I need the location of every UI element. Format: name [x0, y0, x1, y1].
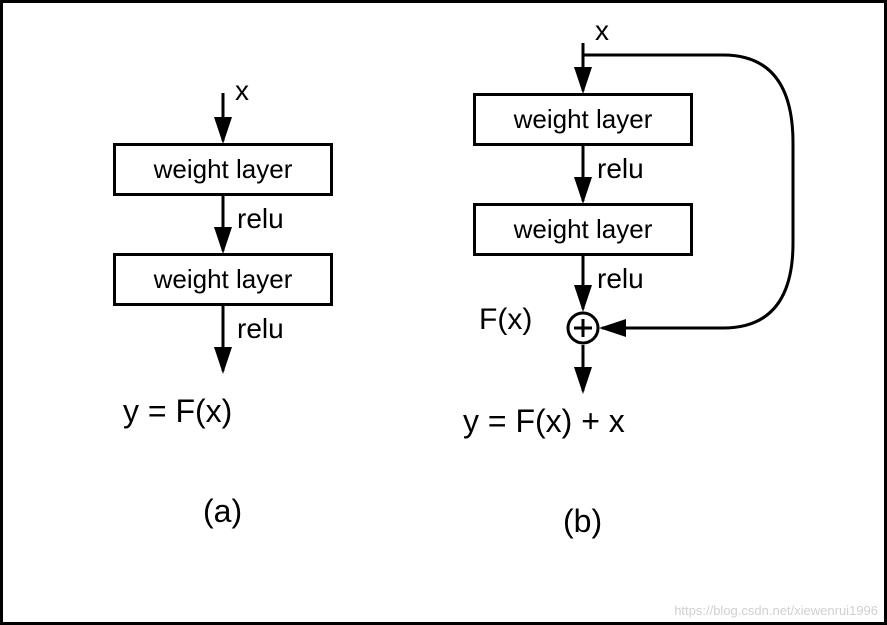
subfig-label-b: (b) — [563, 503, 602, 540]
relu-label-2: relu — [597, 263, 644, 295]
diagram-a: x weight layer relu weight layer relu y … — [43, 63, 403, 583]
diagram-b: x weight layer relu weight layer relu F(… — [423, 13, 863, 603]
relu-label-2: relu — [237, 313, 284, 345]
weight-layer-1: weight layer — [473, 93, 693, 146]
subfig-label-a: (a) — [203, 493, 242, 530]
weight-layer-1: weight layer — [113, 143, 333, 196]
watermark: https://blog.csdn.net/xiewenrui1996 — [674, 603, 878, 618]
input-x-label: x — [235, 75, 249, 107]
input-x-label: x — [595, 15, 609, 47]
relu-label-1: relu — [597, 153, 644, 185]
fx-label: F(x) — [479, 303, 532, 337]
equation-a: y = F(x) — [123, 393, 232, 430]
relu-label-1: relu — [237, 203, 284, 235]
figure-container: x weight layer relu weight layer relu y … — [0, 0, 887, 625]
equation-b: y = F(x) + x — [463, 403, 625, 440]
weight-layer-2: weight layer — [473, 203, 693, 256]
weight-layer-2: weight layer — [113, 253, 333, 306]
